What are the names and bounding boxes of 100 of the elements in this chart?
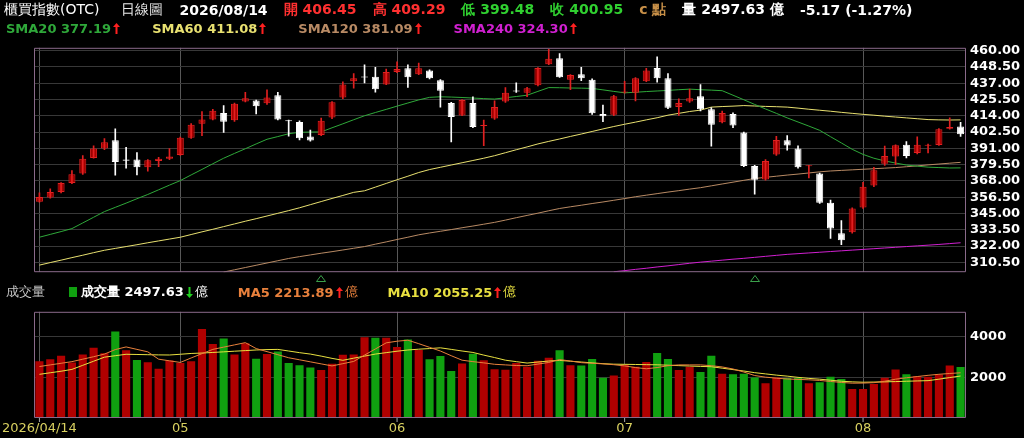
y-tick-label: 448.50 bbox=[970, 58, 1021, 74]
bar bbox=[674, 369, 683, 418]
y-tick-label: 368.00 bbox=[970, 172, 1021, 188]
bar bbox=[208, 344, 217, 418]
bar bbox=[425, 359, 434, 418]
bar bbox=[165, 360, 174, 418]
bar bbox=[317, 369, 326, 418]
bar bbox=[544, 357, 553, 418]
bar bbox=[327, 363, 337, 418]
bar bbox=[46, 359, 55, 418]
y-tick-label: 356.50 bbox=[970, 188, 1021, 204]
x-tick-label: 07 bbox=[616, 419, 633, 435]
bar bbox=[89, 347, 98, 418]
bar bbox=[902, 374, 911, 418]
y-tick-label: 2000 bbox=[970, 368, 1007, 384]
bar bbox=[804, 383, 813, 418]
bar bbox=[739, 373, 748, 418]
bar bbox=[490, 369, 499, 418]
bar bbox=[696, 372, 705, 418]
bar bbox=[306, 367, 315, 418]
bar bbox=[631, 366, 640, 418]
text: 2026/08/14 bbox=[179, 2, 268, 18]
y-tick-label: 402.50 bbox=[970, 123, 1021, 139]
bar bbox=[523, 366, 532, 418]
y-tick-label: 414.00 bbox=[970, 107, 1021, 123]
bar bbox=[392, 346, 402, 418]
text: SMA120 381.09 bbox=[298, 20, 413, 36]
text: SMA20 377.19 bbox=[6, 20, 112, 36]
bar bbox=[642, 361, 651, 418]
bar bbox=[848, 388, 857, 418]
bar bbox=[360, 337, 369, 418]
bar bbox=[468, 353, 477, 418]
y-tick-label: 425.50 bbox=[970, 90, 1021, 106]
y-tick-label: 322.00 bbox=[970, 237, 1021, 253]
y-tick-label: 4000 bbox=[970, 327, 1007, 343]
text: 低 399.48 bbox=[461, 1, 535, 19]
bar bbox=[598, 377, 608, 418]
bar bbox=[176, 363, 185, 418]
bar bbox=[219, 338, 228, 418]
text: MA10 2055.25 bbox=[387, 284, 493, 300]
chart-title: 櫃買指數(OTC) bbox=[4, 1, 100, 19]
bar bbox=[555, 350, 564, 418]
bar bbox=[577, 365, 586, 418]
y-tick-label: 460.00 bbox=[970, 42, 1021, 58]
bar bbox=[295, 365, 304, 418]
bar bbox=[891, 369, 900, 418]
y-tick-label: 391.00 bbox=[970, 139, 1021, 155]
bar bbox=[111, 331, 120, 418]
text: MA5 2213.89 bbox=[237, 284, 334, 300]
bar bbox=[458, 363, 467, 418]
bar bbox=[663, 359, 673, 418]
bar bbox=[837, 379, 846, 418]
y-tick-label: 310.50 bbox=[970, 253, 1021, 269]
bar bbox=[100, 353, 109, 418]
y-tick-label: 437.00 bbox=[970, 74, 1021, 90]
bar bbox=[371, 337, 380, 418]
bar bbox=[35, 361, 44, 418]
text: 量 2497.63 億 bbox=[682, 1, 784, 19]
bar bbox=[707, 355, 716, 418]
bar bbox=[815, 382, 824, 418]
bar bbox=[501, 369, 510, 418]
bar bbox=[78, 354, 87, 418]
bar bbox=[414, 350, 423, 418]
bar bbox=[588, 359, 597, 418]
bar bbox=[924, 376, 933, 418]
text: SMA60 411.08 bbox=[152, 20, 258, 36]
bar bbox=[761, 383, 770, 418]
x-tick-label: 06 bbox=[388, 419, 406, 435]
bar bbox=[566, 365, 575, 418]
bar bbox=[728, 374, 738, 418]
bar bbox=[187, 361, 196, 418]
text: 收 400.95 bbox=[550, 1, 624, 19]
bar bbox=[262, 354, 272, 418]
y-tick-label: 379.50 bbox=[970, 155, 1021, 171]
bar bbox=[826, 376, 835, 418]
bar bbox=[880, 377, 889, 418]
x-tick-label: 05 bbox=[172, 419, 189, 435]
bar bbox=[338, 354, 347, 418]
bar bbox=[349, 354, 358, 418]
bar bbox=[620, 364, 629, 418]
bar bbox=[783, 378, 792, 418]
bar bbox=[241, 343, 250, 418]
bar bbox=[436, 355, 445, 418]
text: 日線圖 bbox=[121, 1, 164, 19]
bar bbox=[154, 368, 163, 418]
bar bbox=[230, 354, 239, 418]
bar bbox=[122, 350, 131, 418]
y-tick-label: 345.00 bbox=[970, 204, 1021, 220]
text: 高 409.29 bbox=[372, 1, 446, 19]
bar bbox=[869, 384, 878, 418]
bar bbox=[273, 351, 282, 418]
bar bbox=[479, 360, 488, 418]
bar bbox=[512, 363, 521, 418]
text: c 點 bbox=[639, 1, 667, 19]
bar bbox=[533, 360, 542, 418]
bar bbox=[718, 373, 727, 418]
bar bbox=[750, 377, 759, 418]
bar bbox=[945, 365, 954, 418]
bar bbox=[143, 362, 152, 418]
bar bbox=[653, 353, 662, 418]
